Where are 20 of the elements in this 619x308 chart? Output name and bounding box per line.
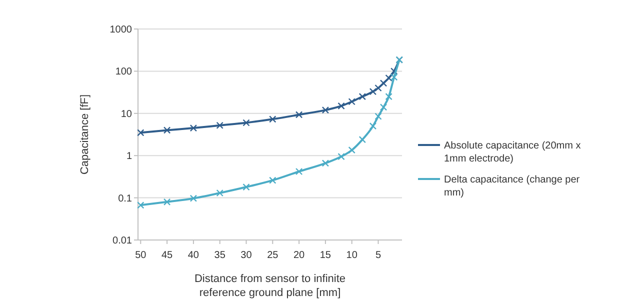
- x-tick-label: 5: [375, 250, 382, 261]
- x-tick-label: 40: [188, 250, 200, 261]
- legend-label: Absolute capacitance (20mm x 1mm electrode): [444, 140, 581, 164]
- x-tick-label: 20: [293, 250, 306, 261]
- x-tick-label: 30: [240, 250, 252, 261]
- x-tick-label: 15: [320, 250, 332, 261]
- x-tick-label: 25: [267, 250, 279, 261]
- legend-label: Delta capacitance (change per mm): [444, 174, 580, 198]
- x-tick-label: 10: [346, 250, 358, 261]
- x-tick-label: 50: [135, 250, 147, 261]
- y-tick-label: 100: [115, 66, 132, 78]
- y-tick-label: 0.01: [112, 236, 132, 246]
- x-axis-title: Distance from sensor to infinite reference ground plane [mm]: [194, 273, 346, 299]
- x-tick-label: 35: [214, 250, 226, 261]
- x-tick-label: 45: [161, 250, 174, 261]
- y-tick-label: 10: [120, 108, 132, 120]
- y-tick-label: 1: [126, 151, 132, 162]
- y-axis-title: Capacitance [fF]: [79, 94, 91, 175]
- y-tick-label: 1000: [110, 24, 132, 36]
- y-tick-label: 0.1: [118, 193, 132, 204]
